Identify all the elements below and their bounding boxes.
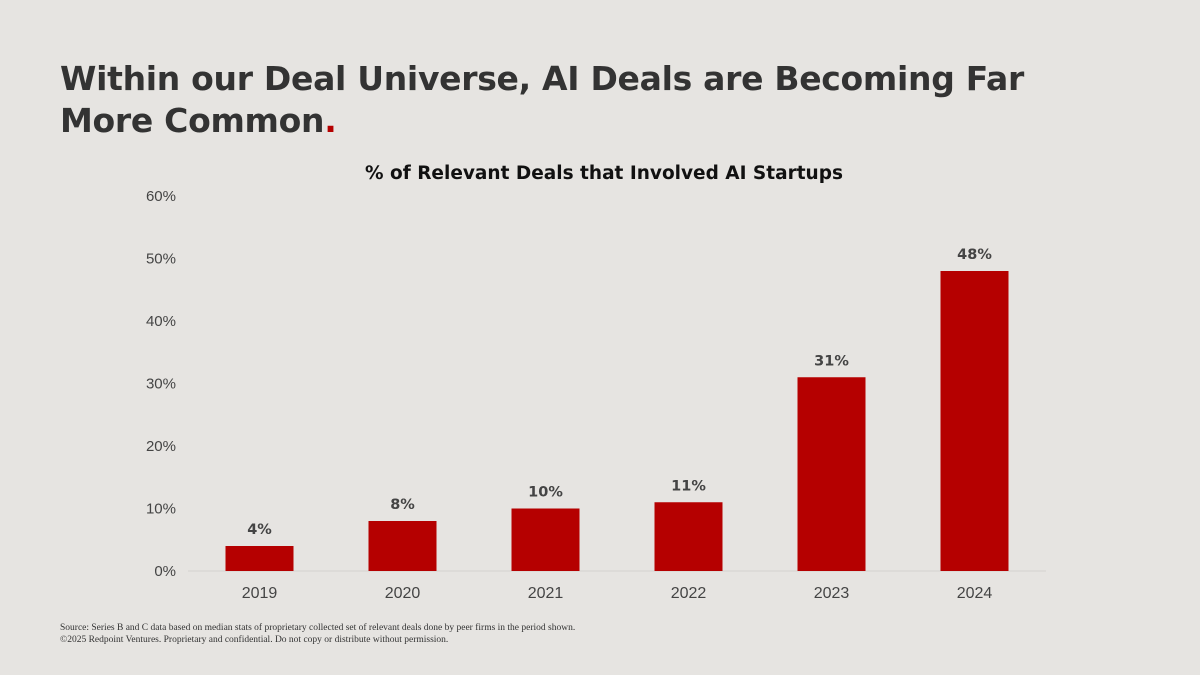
copyright-note: ©2025 Redpoint Ventures. Proprietary and… <box>60 634 449 645</box>
data-label-2021: 10% <box>528 485 563 501</box>
footnote: Source: Series B and C data based on med… <box>60 623 575 646</box>
x-tick-label-2024: 2024 <box>957 585 993 602</box>
bar-2019 <box>225 546 294 571</box>
data-label-2020: 8% <box>390 497 415 513</box>
x-axis: 2019 2020 2021 2022 2023 2024 <box>242 585 993 602</box>
data-label-2024: 48% <box>957 247 992 263</box>
y-tick-label: 30% <box>146 376 176 393</box>
x-tick-label-2022: 2022 <box>671 585 707 602</box>
data-label-2022: 11% <box>671 478 706 494</box>
y-tick-label: 20% <box>146 438 176 455</box>
title-accent-dot: . <box>324 101 337 140</box>
y-tick-label: 50% <box>146 251 176 268</box>
bar-series <box>225 271 1009 571</box>
bar-2020 <box>368 521 437 571</box>
slide-title: Within our Deal Universe, AI Deals are B… <box>60 58 1120 142</box>
bar-2024 <box>940 271 1009 571</box>
slide-title-text: Within our Deal Universe, AI Deals are B… <box>60 59 1024 140</box>
y-tick-label: 10% <box>146 501 176 518</box>
bar-2021 <box>511 508 580 571</box>
data-labels: 4% 8% 10% 11% 31% 48% <box>247 247 992 538</box>
x-tick-label-2023: 2023 <box>814 585 850 602</box>
y-tick-label: 40% <box>146 313 176 330</box>
data-label-2023: 31% <box>814 353 849 369</box>
bar-2023 <box>797 377 866 571</box>
x-tick-label-2020: 2020 <box>385 585 421 602</box>
x-tick-label-2021: 2021 <box>528 585 564 602</box>
y-axis: 0% 10% 20% 30% 40% 50% 60% <box>146 188 176 580</box>
y-tick-label: 0% <box>154 563 176 580</box>
data-label-2019: 4% <box>247 522 272 538</box>
chart-title: % of Relevant Deals that Involved AI Sta… <box>365 163 843 184</box>
bar-2022 <box>654 502 723 571</box>
x-tick-label-2019: 2019 <box>242 585 278 602</box>
y-tick-label: 60% <box>146 188 176 205</box>
source-note: Source: Series B and C data based on med… <box>60 623 576 633</box>
